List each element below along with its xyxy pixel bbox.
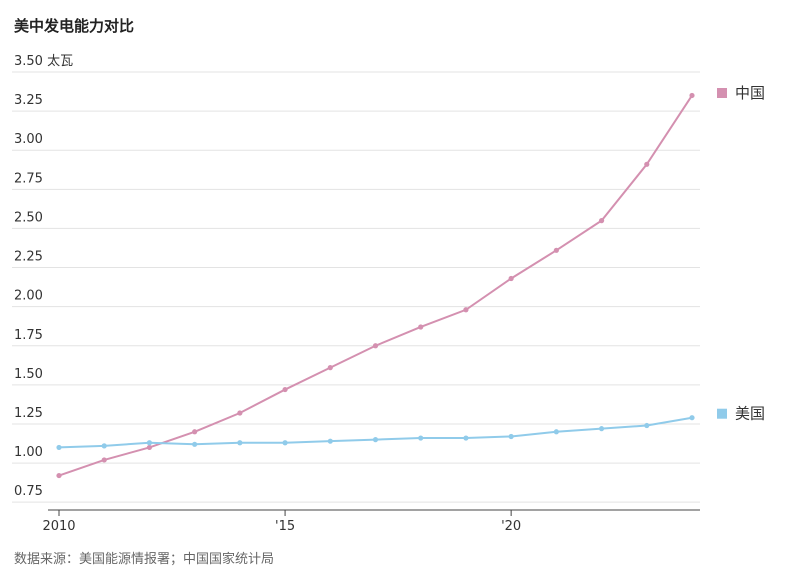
y-tick-label: 2.00: [14, 289, 43, 304]
data-point: [56, 444, 62, 451]
y-tick-label: 2.75: [14, 171, 43, 186]
data-point: [644, 422, 650, 429]
x-tick-label: '20: [501, 519, 521, 534]
data-point: [146, 440, 153, 446]
series-line: [58, 94, 693, 477]
data-point: [327, 438, 333, 444]
data-point: [508, 433, 514, 440]
data-point: [553, 429, 559, 435]
y-tick-label: 2.50: [14, 210, 43, 225]
data-point: [327, 365, 333, 371]
y-tick-label: 3.00: [14, 132, 43, 147]
x-tick-label: 2010: [42, 519, 75, 534]
legend-label: 中国: [735, 84, 765, 102]
data-point: [553, 247, 559, 253]
data-point: [508, 275, 514, 282]
data-point: [101, 443, 107, 449]
chart-title: 美中发电能力对比: [14, 17, 134, 35]
data-point: [282, 386, 288, 393]
data-point: [56, 472, 62, 479]
data-point: [192, 441, 198, 447]
source-note: 数据来源：美国能源情报署；中国国家统计局: [14, 551, 274, 567]
y-tick-label: 3.25: [14, 93, 43, 108]
legend-swatch: [717, 88, 727, 98]
data-point: [463, 435, 469, 441]
x-tick-label: '15: [275, 519, 295, 534]
y-tick-label: 1.75: [14, 328, 43, 343]
y-tick-label: 1.25: [14, 406, 43, 421]
y-tick-label: 1.00: [14, 445, 43, 460]
data-point: [372, 343, 379, 349]
data-point: [644, 161, 650, 167]
data-point: [418, 324, 424, 330]
data-point: [237, 410, 243, 416]
legend-label: 美国: [735, 405, 765, 423]
y-tick-label: 0.75: [14, 484, 43, 499]
legend-swatch: [717, 408, 727, 419]
data-point: [101, 457, 107, 463]
data-point: [418, 435, 424, 441]
data-point: [192, 429, 198, 435]
y-tick-label: 3.50 太瓦: [14, 54, 73, 69]
data-point: [372, 437, 379, 443]
data-point: [689, 92, 695, 99]
data-point: [598, 426, 605, 432]
data-point: [689, 415, 695, 421]
data-point: [146, 444, 153, 451]
data-point: [463, 307, 469, 313]
series-line: [58, 416, 693, 449]
y-tick-label: 1.50: [14, 367, 43, 382]
data-point: [282, 440, 288, 446]
data-point: [237, 440, 243, 446]
y-tick-label: 2.25: [14, 250, 43, 265]
data-point: [598, 218, 605, 224]
